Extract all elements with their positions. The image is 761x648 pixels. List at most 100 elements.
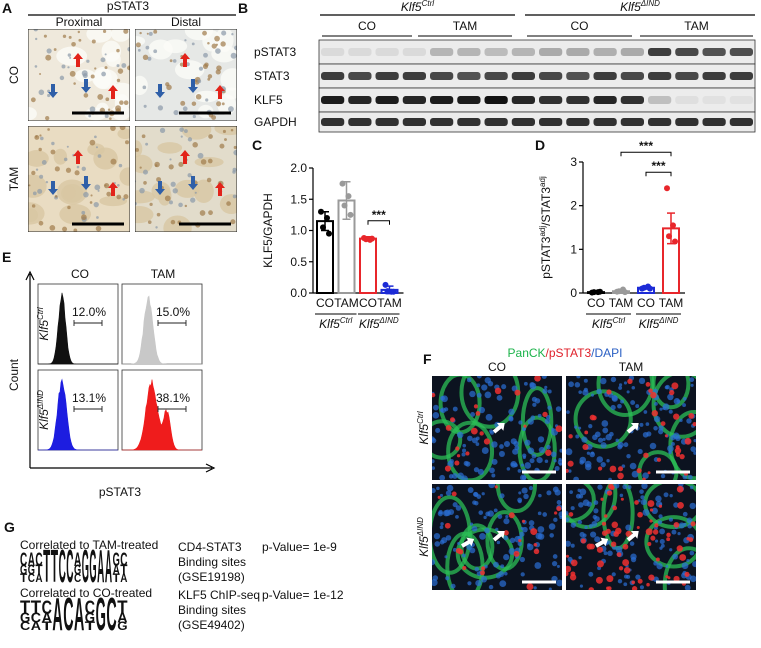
pstat3-signal bbox=[600, 497, 604, 501]
nucleus bbox=[476, 392, 482, 398]
pstat3-signal bbox=[596, 560, 604, 568]
nucleus bbox=[651, 507, 658, 515]
nucleus bbox=[230, 219, 236, 225]
nucleus bbox=[233, 149, 237, 156]
nucleus bbox=[230, 52, 237, 59]
nucleus bbox=[116, 48, 120, 53]
nucleus bbox=[432, 459, 435, 464]
nucleus bbox=[155, 226, 158, 229]
nucleus bbox=[184, 204, 188, 208]
nucleus bbox=[594, 516, 600, 522]
pstat3-signal bbox=[455, 446, 460, 451]
nucleus bbox=[574, 425, 578, 429]
pstat3-signal bbox=[584, 430, 589, 435]
pstat3-signal bbox=[642, 477, 646, 480]
nucleus bbox=[184, 39, 187, 42]
nucleus bbox=[578, 502, 584, 508]
blot-band bbox=[729, 48, 753, 56]
nucleus bbox=[141, 134, 146, 139]
crypt-lumen bbox=[117, 128, 130, 140]
pstat3-signal bbox=[674, 447, 682, 454]
nucleus bbox=[570, 522, 577, 528]
stain-name: PanCK bbox=[508, 346, 546, 360]
bar bbox=[359, 237, 377, 294]
column-label: TAM bbox=[151, 267, 175, 281]
nucleus bbox=[180, 135, 183, 138]
nucleus bbox=[594, 536, 601, 543]
pstat3-signal bbox=[569, 574, 577, 581]
nucleus bbox=[578, 426, 582, 430]
motif-letter: A bbox=[113, 562, 120, 578]
nucleus bbox=[570, 506, 575, 511]
nucleus bbox=[215, 48, 221, 54]
blot-strip bbox=[318, 111, 756, 133]
micrograph bbox=[135, 126, 237, 232]
pstat3-signal bbox=[555, 425, 562, 433]
data-point bbox=[318, 208, 324, 215]
nucleus bbox=[35, 168, 39, 171]
motif-letter: G bbox=[74, 562, 81, 578]
pstat3-signal bbox=[675, 452, 681, 457]
nucleus bbox=[81, 214, 87, 221]
nucleus bbox=[686, 418, 692, 424]
data-point bbox=[616, 288, 622, 295]
nucleus bbox=[566, 517, 570, 522]
nucleus bbox=[53, 48, 57, 51]
nucleus bbox=[474, 566, 480, 572]
nucleus bbox=[538, 493, 542, 498]
nucleus bbox=[620, 399, 625, 404]
pstat3-signal bbox=[666, 537, 671, 542]
nucleus bbox=[456, 431, 464, 439]
blot-band bbox=[620, 118, 644, 126]
pstat3-signal bbox=[650, 391, 657, 399]
blot-band bbox=[321, 72, 345, 80]
blot-band bbox=[375, 96, 399, 104]
nucleus bbox=[180, 100, 186, 106]
nucleus bbox=[142, 85, 147, 90]
motif-letter: A bbox=[74, 549, 81, 571]
significance-label: *** bbox=[639, 139, 653, 153]
data-point bbox=[647, 285, 653, 292]
nucleus bbox=[169, 59, 173, 63]
pstat3-signal bbox=[533, 542, 538, 547]
nucleus bbox=[513, 440, 519, 447]
blot-band bbox=[430, 96, 454, 104]
nucleus bbox=[610, 404, 616, 411]
nucleus bbox=[596, 456, 604, 463]
motif-letter: C bbox=[63, 590, 73, 641]
nucleus bbox=[462, 448, 467, 453]
nucleus bbox=[517, 535, 523, 541]
nucleus bbox=[32, 191, 37, 196]
nucleus bbox=[548, 523, 556, 530]
crypt-lumen bbox=[105, 52, 121, 67]
crypt bbox=[662, 546, 696, 590]
histogram-frame bbox=[37, 283, 119, 365]
pstat3-signal bbox=[530, 528, 538, 536]
nucleus bbox=[529, 458, 535, 464]
nucleus bbox=[681, 562, 689, 570]
nucleus bbox=[518, 491, 522, 495]
nucleus bbox=[550, 451, 557, 458]
nucleus bbox=[74, 170, 80, 176]
motif-letter: A bbox=[97, 542, 104, 593]
nucleus bbox=[485, 413, 493, 421]
crypt-lumen bbox=[193, 179, 214, 204]
nucleus bbox=[462, 443, 467, 448]
nucleus bbox=[610, 376, 617, 383]
crypt-lumen bbox=[111, 29, 130, 42]
nucleus bbox=[432, 412, 440, 419]
nucleus bbox=[493, 508, 498, 513]
data-point bbox=[672, 238, 678, 245]
pstat3-signal bbox=[664, 434, 668, 438]
nucleus bbox=[100, 57, 106, 63]
nucleus bbox=[95, 225, 102, 232]
pstat3-signal bbox=[671, 382, 679, 390]
nucleus bbox=[445, 490, 452, 496]
nucleus bbox=[591, 521, 598, 527]
nucleus bbox=[552, 554, 558, 559]
nucleus bbox=[671, 442, 675, 446]
motif-letter: C bbox=[42, 597, 53, 619]
nucleus bbox=[47, 89, 51, 93]
nucleus bbox=[537, 436, 545, 443]
nucleus bbox=[617, 578, 623, 584]
